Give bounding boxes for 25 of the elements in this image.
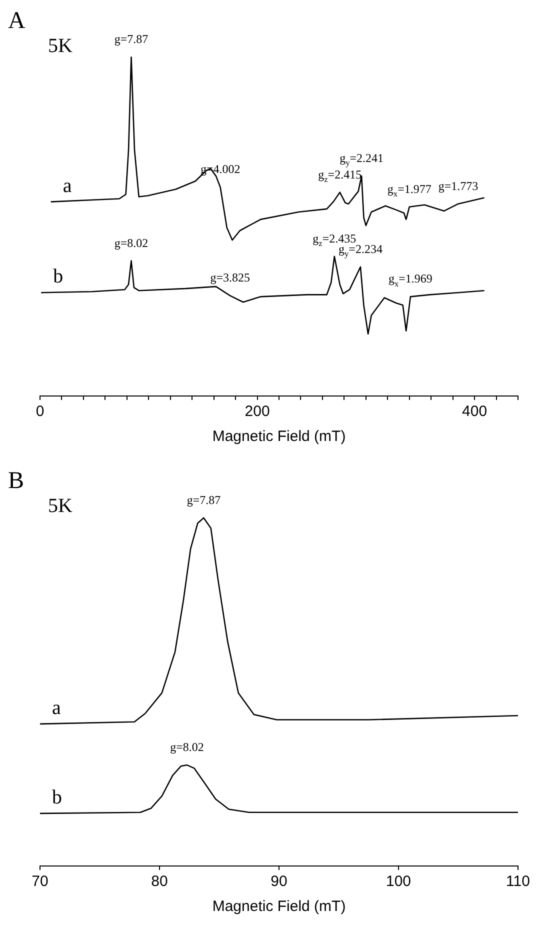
x-tick-label: 90 [270, 873, 288, 890]
annotation: g=8.02 [170, 740, 204, 754]
x-tick-label: 80 [151, 873, 168, 890]
annotation: g=3.825 [210, 270, 250, 285]
x-tick-label: 0 [36, 403, 44, 420]
annotation: g=7.87 [186, 492, 221, 507]
series-label: b [52, 786, 62, 808]
x-tick-label: 400 [462, 403, 488, 420]
series-label: a [52, 696, 61, 719]
annotation: g=4.002 [200, 162, 240, 176]
series-label: a [62, 174, 72, 197]
annotation: g=8.02 [114, 236, 148, 250]
x-tick-label: 100 [386, 873, 412, 890]
chart-title: B [8, 468, 24, 494]
x-axis-title: Magnetic Field (mT) [212, 898, 346, 916]
text: 5K [48, 495, 73, 517]
annotation: g=7.87 [114, 32, 148, 46]
chart-title: A [8, 8, 26, 34]
x-tick-label: 200 [244, 403, 270, 420]
x-axis-title: Magnetic Field (mT) [212, 428, 346, 446]
x-tick-label: 70 [32, 873, 48, 890]
series-label: b [53, 266, 64, 288]
text: 5K [48, 35, 73, 57]
x-tick-label: 110 [506, 873, 530, 890]
annotation: g=1.773 [438, 178, 478, 193]
